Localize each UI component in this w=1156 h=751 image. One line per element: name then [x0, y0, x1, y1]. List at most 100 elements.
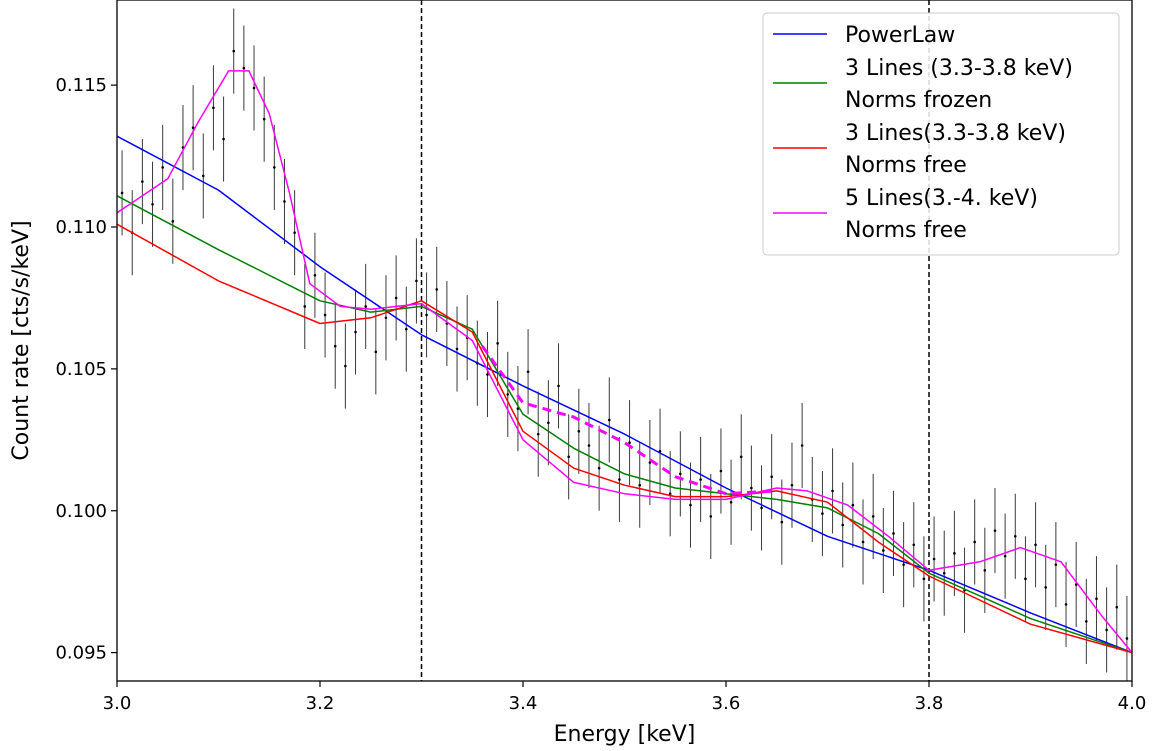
- data-marker: [689, 503, 692, 507]
- data-marker: [800, 444, 804, 447]
- data-marker: [831, 489, 834, 493]
- data-marker: [151, 203, 154, 206]
- data-marker: [638, 483, 642, 487]
- data-point: [1105, 587, 1108, 673]
- data-point: [120, 150, 124, 236]
- data-point: [1064, 561, 1068, 647]
- data-marker: [232, 49, 236, 53]
- data-marker: [912, 543, 916, 547]
- legend-label: Norms frozen: [845, 88, 992, 113]
- data-point: [1003, 513, 1007, 599]
- data-marker: [1105, 628, 1108, 632]
- data-marker: [496, 342, 499, 345]
- x-tick-label: 3.8: [915, 693, 944, 714]
- data-point: [364, 263, 367, 350]
- data-marker: [892, 532, 895, 535]
- data-point: [851, 462, 855, 548]
- data-point: [668, 451, 672, 537]
- series-line: [116, 135, 1133, 654]
- data-marker: [953, 552, 956, 555]
- data-marker: [536, 432, 540, 436]
- data-marker: [212, 106, 215, 110]
- data-point: [841, 482, 845, 568]
- data-point: [1054, 522, 1058, 608]
- data-point: [242, 25, 246, 111]
- data-point: [354, 289, 357, 375]
- data-point: [882, 507, 885, 594]
- data-point: [455, 306, 459, 392]
- data-point: [252, 45, 256, 131]
- data-marker: [597, 466, 601, 470]
- data-marker: [425, 313, 428, 317]
- data-point: [191, 85, 195, 171]
- data-layer: [120, 8, 1129, 681]
- data-point: [831, 448, 834, 534]
- data-marker: [983, 569, 987, 572]
- data-marker: [333, 344, 337, 348]
- data-point: [222, 96, 225, 182]
- y-tick-label: 0.110: [55, 217, 107, 238]
- legend-label: 5 Lines(3.-4. keV): [845, 186, 1038, 211]
- data-point: [760, 465, 763, 551]
- data-point: [932, 516, 936, 602]
- data-point: [425, 272, 428, 358]
- data-point: [1085, 578, 1088, 664]
- data-point: [993, 488, 997, 574]
- data-marker: [222, 137, 225, 141]
- data-marker: [780, 520, 784, 524]
- legend-box: [762, 12, 1120, 256]
- legend-entry: PowerLaw: [773, 23, 955, 48]
- data-marker: [902, 563, 905, 566]
- data-point: [171, 178, 175, 264]
- data-point: [861, 499, 865, 585]
- data-marker: [120, 191, 124, 195]
- data-marker: [435, 288, 439, 291]
- data-point: [597, 425, 601, 511]
- x-tick-label: 4.0: [1118, 693, 1147, 714]
- data-point: [201, 133, 205, 219]
- data-marker: [1125, 637, 1129, 640]
- data-marker: [668, 492, 672, 496]
- data-marker: [161, 166, 164, 169]
- data-marker: [922, 577, 926, 581]
- data-point: [973, 499, 976, 585]
- data-marker: [506, 393, 510, 396]
- data-marker: [861, 540, 865, 544]
- data-point: [404, 286, 408, 372]
- data-marker: [851, 503, 855, 507]
- y-tick-label: 0.115: [55, 75, 107, 96]
- data-marker: [384, 316, 388, 320]
- data-marker: [821, 512, 824, 515]
- data-point: [262, 76, 266, 162]
- data-marker: [607, 418, 611, 422]
- x-tick-label: 3.6: [712, 693, 741, 714]
- data-point: [435, 246, 439, 332]
- data-point: [486, 331, 489, 418]
- data-point: [526, 329, 530, 415]
- data-marker: [364, 305, 367, 308]
- data-point: [739, 414, 743, 500]
- data-marker: [303, 305, 307, 308]
- data-marker: [323, 313, 327, 317]
- data-marker: [141, 180, 144, 183]
- legend-label: 3 Lines(3.3-3.8 keV): [845, 121, 1066, 146]
- data-marker: [709, 515, 713, 518]
- data-marker: [628, 441, 631, 444]
- data-point: [1095, 556, 1098, 642]
- data-marker: [1003, 554, 1007, 558]
- data-marker: [618, 478, 621, 481]
- data-point: [313, 232, 317, 318]
- data-marker: [729, 500, 733, 504]
- series-line: [116, 70, 1133, 654]
- data-marker: [404, 327, 408, 331]
- data-point: [750, 445, 753, 531]
- data-point: [344, 323, 347, 409]
- x-axis-label: Energy [keV]: [554, 722, 696, 747]
- data-point: [293, 190, 296, 276]
- data-marker: [415, 279, 418, 283]
- data-marker: [394, 296, 398, 300]
- data-marker: [547, 421, 550, 425]
- data-point: [1013, 493, 1017, 579]
- data-point: [547, 380, 550, 466]
- data-marker: [871, 515, 875, 518]
